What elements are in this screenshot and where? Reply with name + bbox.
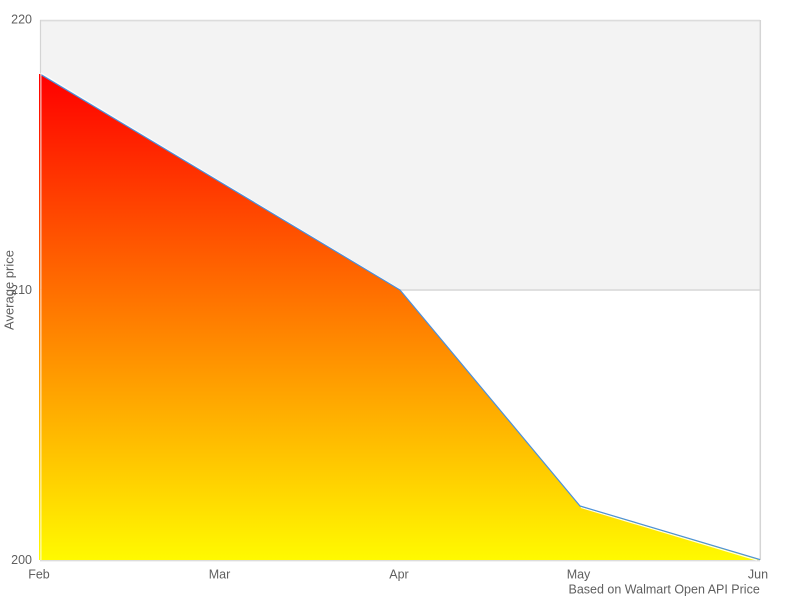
svg-text:Based on Walmart Open API Pric: Based on Walmart Open API Price xyxy=(569,582,760,596)
svg-text:200: 200 xyxy=(11,553,32,567)
svg-text:Apr: Apr xyxy=(389,568,408,582)
svg-text:Mar: Mar xyxy=(209,568,231,582)
svg-text:Average price: Average price xyxy=(2,250,17,330)
svg-text:May: May xyxy=(567,568,591,582)
svg-text:Feb: Feb xyxy=(28,568,50,582)
svg-text:210: 210 xyxy=(11,283,32,297)
svg-text:220: 220 xyxy=(11,13,32,27)
svg-text:Jun: Jun xyxy=(748,568,768,582)
